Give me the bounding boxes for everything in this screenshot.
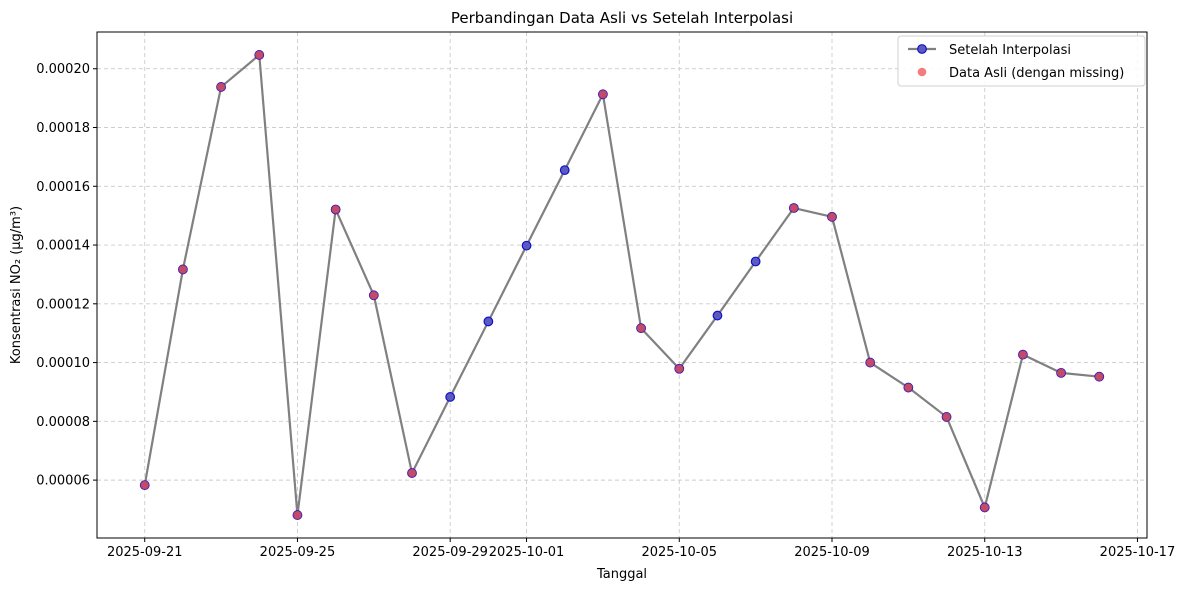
y-tick-label: 0.00018 (36, 121, 90, 136)
interpolated-point (750, 256, 761, 267)
x-tick-label: 2025-10-01 (489, 545, 565, 560)
y-tick-label: 0.00014 (36, 239, 90, 254)
series-line-interpolated (143, 53, 1100, 517)
original-point (636, 323, 646, 333)
y-axis-title: Konsentrasi NO₂ (µg/m³) (9, 206, 24, 364)
series-markers (139, 50, 1105, 520)
original-point (1056, 368, 1066, 378)
x-tick-label: 2025-10-09 (794, 545, 870, 560)
interpolated-point (559, 165, 570, 176)
y-axis: 0.00006 0.00008 0.00010 0.00012 0.00014 0.000… (36, 62, 97, 489)
original-point (1018, 350, 1028, 359)
interpolated-point (483, 316, 494, 327)
legend-box (897, 35, 1146, 87)
x-tick-label: 2025-10-05 (641, 545, 717, 560)
series-lines (143, 53, 1100, 517)
y-tick-label: 0.00016 (36, 180, 90, 195)
x-tick-label: 2025-09-25 (260, 545, 336, 560)
legend-marker-original (917, 67, 927, 77)
x-axis: 2025-09-21 2025-09-25 2025-09-29 2025-10-01… (107, 538, 1175, 560)
legend: Setelah Interpolasi Data Asli (dengan mi… (897, 35, 1146, 87)
y-tick-label: 0.00008 (36, 415, 90, 430)
x-axis-title: Tanggal (596, 567, 647, 582)
plot-frame (96, 31, 1148, 539)
interpolated-point (521, 240, 532, 251)
x-tick-label: 2025-10-17 (1100, 545, 1176, 560)
legend-label-interpolated: Setelah Interpolasi (949, 43, 1071, 58)
original-point (407, 468, 417, 478)
x-tick-label: 2025-09-29 (412, 545, 488, 560)
interpolated-point (712, 310, 723, 321)
original-point (827, 212, 837, 222)
original-point (293, 510, 302, 520)
legend-label-original: Data Asli (dengan missing) (949, 66, 1124, 81)
original-point (789, 203, 799, 213)
y-tick-label: 0.00006 (36, 474, 90, 489)
x-tick-label: 2025-09-21 (107, 545, 183, 560)
y-tick-label: 0.00012 (36, 297, 90, 312)
original-point (865, 358, 875, 367)
grid (97, 32, 1147, 538)
original-point (1094, 372, 1104, 381)
original-point (140, 480, 150, 490)
original-point (674, 364, 684, 374)
original-point (331, 205, 340, 214)
interpolated-point (445, 392, 456, 402)
y-tick-label: 0.00020 (36, 62, 90, 77)
legend-marker-interpolated (917, 44, 927, 54)
original-point (369, 290, 379, 300)
original-point (904, 383, 913, 392)
chart-title: Perbandingan Data Asli vs Setelah Interp… (451, 9, 793, 27)
x-tick-label: 2025-10-13 (947, 545, 1023, 560)
original-point (942, 412, 951, 422)
original-point (216, 82, 226, 92)
y-tick-label: 0.00010 (36, 356, 90, 371)
original-point (598, 89, 608, 99)
original-point (254, 50, 264, 60)
original-point (980, 503, 990, 512)
original-point (178, 265, 188, 274)
